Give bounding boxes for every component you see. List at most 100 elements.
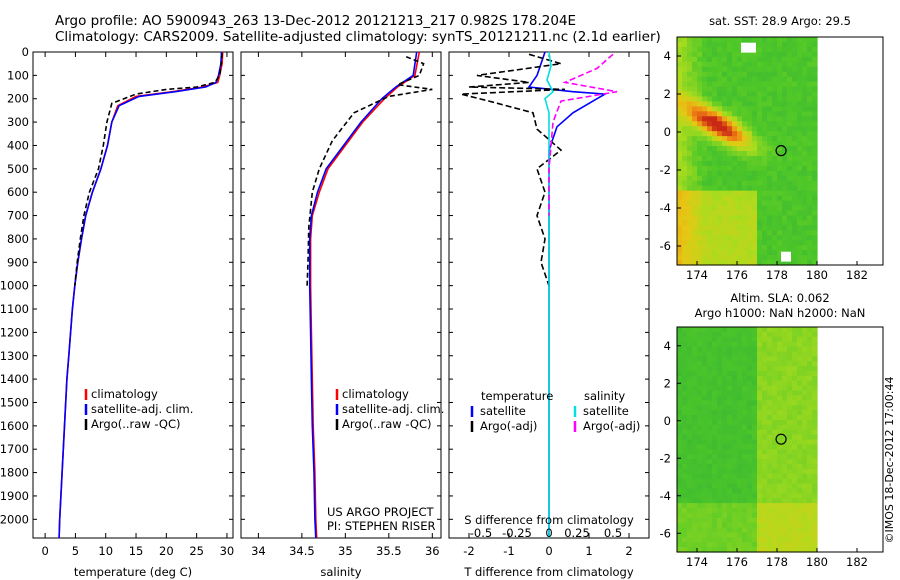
map-cell [782, 517, 788, 524]
map-cell [802, 390, 808, 397]
map-cell [722, 175, 728, 182]
map-cell [812, 366, 818, 372]
map-cell [717, 111, 723, 117]
map-cell [752, 230, 758, 236]
map-cell [807, 346, 813, 353]
map-cell [762, 155, 768, 162]
map-cell [752, 498, 758, 504]
map-cell [762, 419, 768, 426]
map-cell [742, 419, 748, 426]
map-cell [737, 141, 743, 147]
map-cell [782, 395, 788, 401]
map-cell [742, 361, 748, 367]
map-cell [737, 151, 743, 157]
map-cell [787, 503, 793, 509]
map-cell [747, 165, 753, 172]
map-cell [807, 424, 813, 431]
map-cell [727, 250, 733, 256]
map-cell [677, 341, 683, 348]
map-cell [802, 473, 808, 480]
map-cell [807, 71, 813, 78]
map-cell [677, 76, 683, 83]
map-cell [737, 136, 743, 142]
map-cell [707, 410, 713, 416]
map-cell [767, 61, 773, 68]
map-cell [702, 463, 708, 470]
map-cell [722, 366, 728, 372]
map-cell [727, 170, 733, 177]
map-cell [707, 51, 713, 58]
map-cell [687, 507, 693, 514]
map-cell [772, 405, 778, 411]
map-cell [762, 121, 768, 127]
map-cell [737, 459, 743, 465]
map-cell [747, 51, 753, 58]
x-axis-label: salinity [320, 565, 361, 579]
map-cell [732, 250, 738, 256]
map-cell [732, 473, 738, 480]
map-cell [772, 527, 778, 534]
map-cell [752, 331, 758, 338]
map-cell [742, 327, 748, 333]
map-cell [752, 336, 758, 343]
map-cell [757, 116, 763, 122]
map-cell [752, 375, 758, 382]
map-cell [777, 250, 783, 256]
map-cell [777, 126, 783, 132]
map-cell [682, 468, 688, 475]
map-cell [757, 81, 763, 88]
map-cell [687, 240, 693, 246]
map-cell [682, 91, 688, 98]
map-cell [697, 327, 703, 333]
map-cell [722, 444, 728, 450]
map-cell [697, 116, 703, 122]
map-cell [757, 449, 763, 455]
map-cell [777, 220, 783, 226]
map-cell [747, 468, 753, 475]
map-cell [677, 210, 683, 217]
map-cell [727, 155, 733, 162]
map-cell [697, 220, 703, 226]
map-cell [802, 126, 808, 132]
map-cell [677, 106, 683, 112]
map-cell [707, 165, 713, 172]
map-cell [707, 205, 713, 212]
map-cell [787, 498, 793, 504]
map-cell [777, 346, 783, 353]
map-cell [747, 61, 753, 68]
map-cell [787, 111, 793, 117]
map-cell [762, 160, 768, 167]
map-cell [717, 527, 723, 534]
map-cell [727, 255, 733, 261]
map-cell [692, 390, 698, 397]
map-cell [802, 141, 808, 147]
map-cell [687, 160, 693, 167]
map-cell [797, 61, 803, 68]
map-cell [762, 180, 768, 187]
map-cell [702, 429, 708, 436]
map-cell [697, 185, 703, 192]
map-cell [757, 101, 763, 107]
map-cell [807, 331, 813, 338]
map-cell [702, 459, 708, 465]
map-cell [677, 155, 683, 162]
map-cell [752, 517, 758, 524]
map-cell [777, 175, 783, 182]
map-cell [767, 146, 773, 152]
sst-map-title: sat. SST: 28.9 Argo: 29.5 [709, 14, 851, 28]
map-cell [802, 351, 808, 357]
map-cell [762, 336, 768, 343]
map-cell [802, 463, 808, 470]
map-cell [797, 503, 803, 509]
map-cell [752, 165, 758, 172]
map-cell [722, 136, 728, 142]
map-cell [777, 86, 783, 93]
map-cell [772, 532, 778, 538]
map-cell [727, 478, 733, 485]
map-cell [777, 225, 783, 231]
y-tick-label: 800 [7, 232, 29, 246]
map-cell [812, 121, 818, 127]
map-cell [737, 493, 743, 499]
map-cell [777, 498, 783, 504]
map-cell [722, 351, 728, 357]
